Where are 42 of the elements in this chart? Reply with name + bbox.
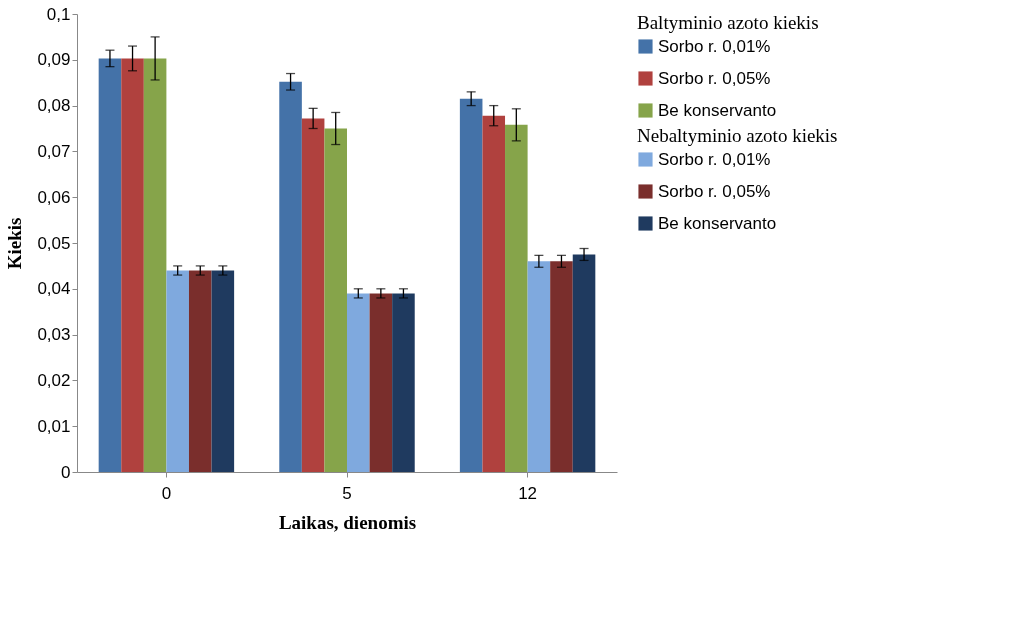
x-tick-label: 0 bbox=[161, 483, 172, 503]
legend-label: Sorbo r. 0,05% bbox=[658, 181, 771, 201]
bar bbox=[505, 124, 528, 472]
bar bbox=[301, 118, 325, 472]
y-tick-label: 0,01 bbox=[37, 416, 71, 436]
y-tick-label: 0,02 bbox=[37, 370, 71, 390]
bar bbox=[550, 261, 573, 472]
legend-label: Be konservanto bbox=[658, 100, 777, 120]
x-axis-title: Laikas, dienomis bbox=[278, 511, 417, 533]
bar bbox=[98, 58, 122, 472]
bar bbox=[369, 293, 393, 472]
bar bbox=[279, 81, 302, 472]
legend-label: Sorbo r. 0,01% bbox=[658, 149, 771, 169]
y-tick-label: 0,08 bbox=[37, 96, 71, 116]
legend-label: Sorbo r. 0,01% bbox=[658, 36, 771, 56]
y-axis-title: Kiekis bbox=[4, 217, 26, 270]
bar bbox=[482, 115, 506, 472]
x-tick-label: 12 bbox=[518, 483, 538, 503]
y-tick-label: 0,06 bbox=[37, 187, 71, 207]
y-tick-label: 0,05 bbox=[37, 233, 71, 253]
text: Baltyminio azoto kiekis bbox=[637, 12, 819, 33]
y-tick-label: 0,1 bbox=[46, 4, 71, 24]
bar bbox=[527, 261, 551, 472]
bar bbox=[166, 270, 189, 472]
bar bbox=[121, 58, 144, 472]
y-tick-label: 0,09 bbox=[37, 50, 71, 70]
bar bbox=[143, 58, 167, 472]
bar bbox=[211, 270, 235, 472]
bar bbox=[324, 128, 347, 472]
y-tick-label: 0,07 bbox=[37, 141, 71, 161]
y-tick-label: 0 bbox=[61, 462, 71, 482]
legend-label: Sorbo r. 0,05% bbox=[658, 68, 771, 88]
bar bbox=[188, 270, 212, 472]
legend-label: Be konservanto bbox=[658, 213, 777, 233]
x-tick-label: 5 bbox=[342, 483, 352, 503]
bar bbox=[347, 293, 370, 472]
y-tick-label: 0,04 bbox=[37, 279, 71, 299]
bar bbox=[392, 293, 415, 472]
y-tick-label: 0,03 bbox=[37, 325, 71, 345]
bar bbox=[572, 254, 596, 472]
bar bbox=[459, 98, 483, 472]
text: Nebaltyminio azoto kiekis bbox=[637, 125, 838, 146]
